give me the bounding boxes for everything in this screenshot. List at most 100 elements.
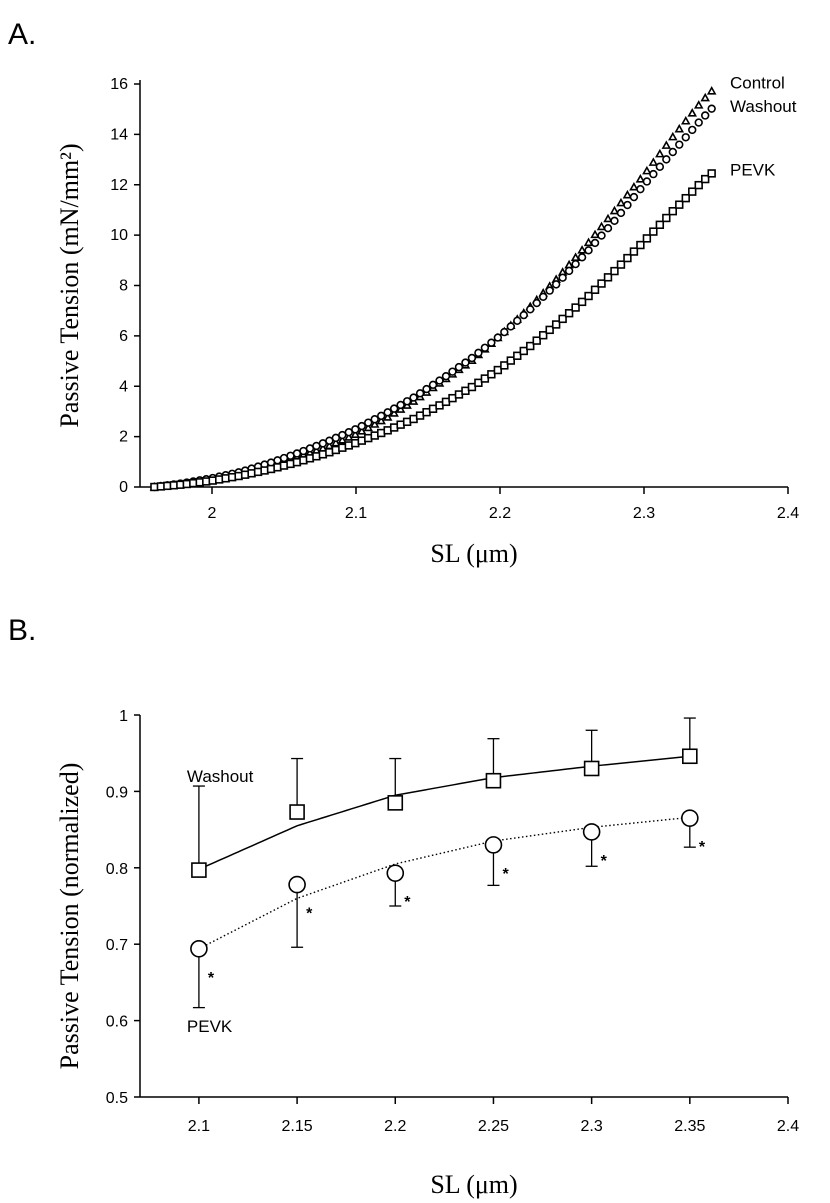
fit-curve (198, 816, 690, 950)
y-tick-label: 1 (119, 708, 128, 725)
x-tick-label: 2.35 (674, 1118, 705, 1135)
data-point (687, 108, 697, 117)
series-washout (191, 717, 698, 878)
data-point (597, 279, 606, 288)
x-tick-label: 2.2 (384, 1118, 406, 1135)
data-point (590, 238, 600, 248)
data-point (480, 374, 490, 383)
data-point (655, 148, 665, 158)
y-tick-label: 4 (119, 378, 128, 395)
data-point (370, 415, 379, 424)
data-point (590, 229, 600, 239)
data-point (564, 266, 574, 276)
data-point (584, 246, 593, 255)
data-point (693, 100, 704, 109)
y-tick-label: 12 (110, 177, 128, 194)
x-axis-label: SL (μm) (430, 539, 517, 568)
data-point (707, 169, 716, 178)
data-point (674, 123, 685, 133)
significance-mark: * (601, 853, 608, 870)
data-point (350, 429, 361, 438)
significance-mark: * (208, 970, 215, 987)
legend-label: Washout (187, 767, 254, 786)
data-point (558, 273, 567, 282)
data-point (474, 348, 483, 358)
data-point (655, 162, 665, 171)
data-point (649, 227, 658, 236)
x-tick-label: 2.4 (777, 1118, 799, 1135)
data-point (493, 365, 503, 375)
y-tick-label: 0.5 (106, 1090, 128, 1107)
data-point (675, 140, 684, 149)
data-point (190, 939, 208, 958)
data-point (700, 92, 710, 102)
y-tick-label: 2 (119, 429, 128, 446)
data-point (377, 411, 386, 421)
data-point (500, 327, 509, 337)
data-point (577, 253, 587, 262)
data-point (441, 371, 451, 381)
x-tick-label: 2.3 (633, 505, 655, 522)
y-axis-label: Passive Tension (mN/mm²) (55, 143, 84, 427)
data-point (622, 189, 633, 199)
y-tick-label: 10 (110, 227, 128, 244)
data-point (191, 862, 207, 878)
significance-mark: * (306, 906, 313, 923)
data-point (623, 253, 632, 263)
data-point (409, 393, 418, 402)
data-point (545, 325, 554, 335)
data-point (396, 400, 405, 410)
data-point (289, 804, 305, 820)
data-point (636, 240, 645, 250)
data-point (337, 435, 348, 444)
data-point (582, 823, 601, 841)
data-point (694, 118, 703, 127)
data-point (629, 192, 639, 202)
y-tick-label: 0 (119, 479, 128, 496)
significance-mark: * (502, 866, 509, 883)
data-point (706, 86, 717, 95)
data-point (583, 237, 594, 247)
data-point (344, 432, 354, 441)
data-point (668, 147, 677, 157)
legend-label: Control (730, 74, 785, 93)
data-point (675, 200, 684, 209)
data-point (467, 382, 477, 392)
chart-a: 0 2 4 6 8 10 12 14 16 2 2.1 2.2 2.3 2.4 SL (μm) Passive… (55, 74, 799, 568)
data-point (363, 422, 373, 432)
data-point (331, 437, 341, 447)
series-pevk (190, 809, 699, 1009)
data-point (487, 338, 496, 347)
data-point (616, 260, 626, 269)
data-point (642, 177, 652, 186)
x-tick-label: 2.1 (345, 505, 367, 522)
data-point (590, 285, 600, 294)
data-point (428, 380, 438, 390)
panel-a-letter: A. (8, 18, 37, 51)
data-point (351, 425, 360, 434)
data-point (364, 418, 373, 427)
x-tick-label: 2.2 (489, 505, 511, 522)
data-point (636, 184, 645, 194)
data-point (681, 133, 690, 142)
data-point (389, 404, 399, 413)
x-tick-label: 2 (208, 505, 217, 522)
data-point (623, 200, 632, 210)
data-point (661, 140, 672, 149)
x-tick-label: 2.1 (188, 1118, 210, 1135)
data-point (383, 408, 392, 417)
data-point (506, 356, 515, 365)
data-point (415, 389, 425, 398)
y-tick-label: 16 (110, 76, 128, 93)
data-point (493, 333, 503, 342)
data-point (435, 376, 444, 385)
data-point (382, 412, 393, 421)
x-tick-label: 2.25 (478, 1118, 509, 1135)
data-point (603, 223, 613, 233)
data-point (616, 197, 626, 207)
data-point (635, 174, 646, 183)
data-point (519, 346, 528, 356)
data-point (584, 291, 593, 301)
data-point (357, 421, 366, 431)
